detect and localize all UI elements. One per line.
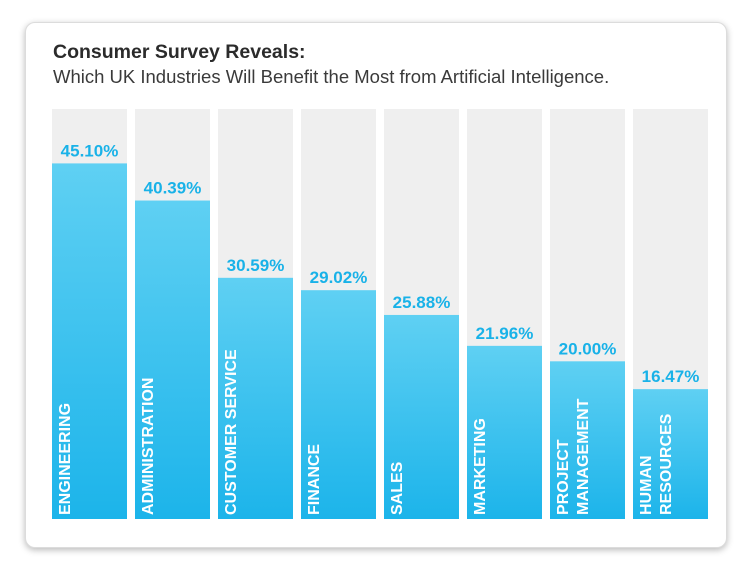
category-label-line: MARKETING	[472, 418, 489, 515]
category-label-line: PROJECT	[555, 439, 572, 515]
value-label-sales: 25.88%	[393, 293, 451, 312]
value-label-customer-service: 30.59%	[227, 256, 285, 275]
chart-subtitle: Which UK Industries Will Benefit the Mos…	[53, 66, 610, 87]
category-label-finance: FINANCE	[306, 444, 323, 515]
value-label-engineering: 45.10%	[61, 141, 119, 160]
bar-finance	[301, 290, 376, 519]
value-label-project-management: 20.00%	[559, 339, 617, 358]
category-label-administration: ADMINISTRATION	[140, 378, 157, 515]
category-label-line: CUSTOMER SERVICE	[223, 349, 240, 515]
bar-engineering	[52, 163, 127, 519]
bar-customer-service	[218, 277, 293, 519]
bar-project-management	[550, 361, 625, 519]
bar-administration	[135, 200, 210, 519]
category-label-line: ENGINEERING	[57, 403, 74, 515]
category-label-line: ADMINISTRATION	[140, 378, 157, 515]
category-label-line: FINANCE	[306, 444, 323, 515]
value-label-finance: 29.02%	[310, 268, 368, 287]
value-label-marketing: 21.96%	[476, 324, 534, 343]
category-label-marketing: MARKETING	[472, 418, 489, 515]
category-label-sales: SALES	[389, 461, 406, 515]
bar-marketing	[467, 345, 542, 519]
chart-title: Consumer Survey Reveals:	[53, 41, 306, 63]
category-label-line: MANAGEMENT	[575, 398, 592, 515]
category-label-line: SALES	[389, 461, 406, 515]
bar-chart: 45.10% 40.39% 30.59% 29.02% 25.88% 21.96% 20.0…	[52, 109, 708, 519]
category-label-customer-service: CUSTOMER SERVICE	[223, 349, 240, 515]
bar-sales	[384, 314, 459, 519]
category-label-line: RESOURCES	[658, 413, 675, 515]
value-label-administration: 40.39%	[144, 179, 202, 198]
category-label-engineering: ENGINEERING	[57, 403, 74, 515]
bar-human-resources	[633, 389, 708, 519]
category-label-project-management: PROJECT MANAGEMENT	[555, 398, 592, 515]
category-label-human-resources: HUMAN RESOURCES	[638, 413, 675, 515]
value-label-human-resources: 16.47%	[642, 367, 700, 386]
chart-card: Consumer Survey Reveals: Which UK Indust…	[25, 22, 727, 548]
category-label-line: HUMAN	[638, 455, 655, 515]
